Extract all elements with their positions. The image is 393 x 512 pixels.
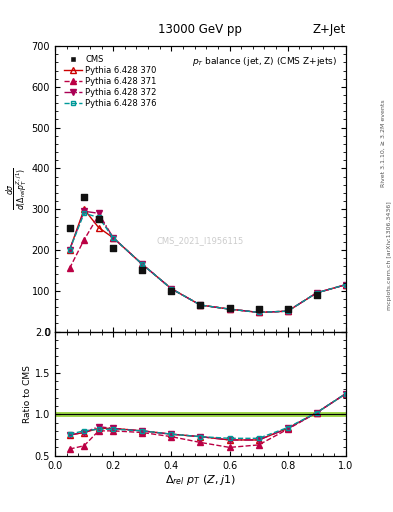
Text: 13000 GeV pp: 13000 GeV pp [158, 23, 242, 36]
X-axis label: $\Delta_{rel}\ p_T\ (Z,j1)$: $\Delta_{rel}\ p_T\ (Z,j1)$ [165, 473, 236, 487]
Point [197, 301, 204, 309]
Legend: CMS, Pythia 6.428 370, Pythia 6.428 371, Pythia 6.428 372, Pythia 6.428 376: CMS, Pythia 6.428 370, Pythia 6.428 371,… [62, 53, 159, 110]
Text: Z+Jet: Z+Jet [312, 23, 346, 36]
Point [255, 305, 262, 313]
Y-axis label: $\frac{d\sigma}{d(\Delta_{rel}p_T^{Z,j1})}$: $\frac{d\sigma}{d(\Delta_{rel}p_T^{Z,j1}… [5, 167, 30, 210]
Text: $p_T$ balance (jet, Z) (CMS Z+jets): $p_T$ balance (jet, Z) (CMS Z+jets) [192, 55, 337, 68]
Point [66, 223, 73, 231]
Point [314, 291, 320, 299]
Point [139, 266, 145, 274]
Point [285, 305, 291, 313]
Text: mcplots.cern.ch [arXiv:1306.3436]: mcplots.cern.ch [arXiv:1306.3436] [387, 202, 391, 310]
Point [168, 287, 174, 295]
Point [81, 193, 87, 201]
Point [95, 216, 102, 224]
Text: CMS_2021_I1956115: CMS_2021_I1956115 [157, 236, 244, 245]
Point [226, 304, 233, 312]
Y-axis label: Ratio to CMS: Ratio to CMS [23, 365, 32, 422]
Text: Rivet 3.1.10, ≥ 3.2M events: Rivet 3.1.10, ≥ 3.2M events [381, 99, 386, 187]
Point [110, 244, 116, 252]
